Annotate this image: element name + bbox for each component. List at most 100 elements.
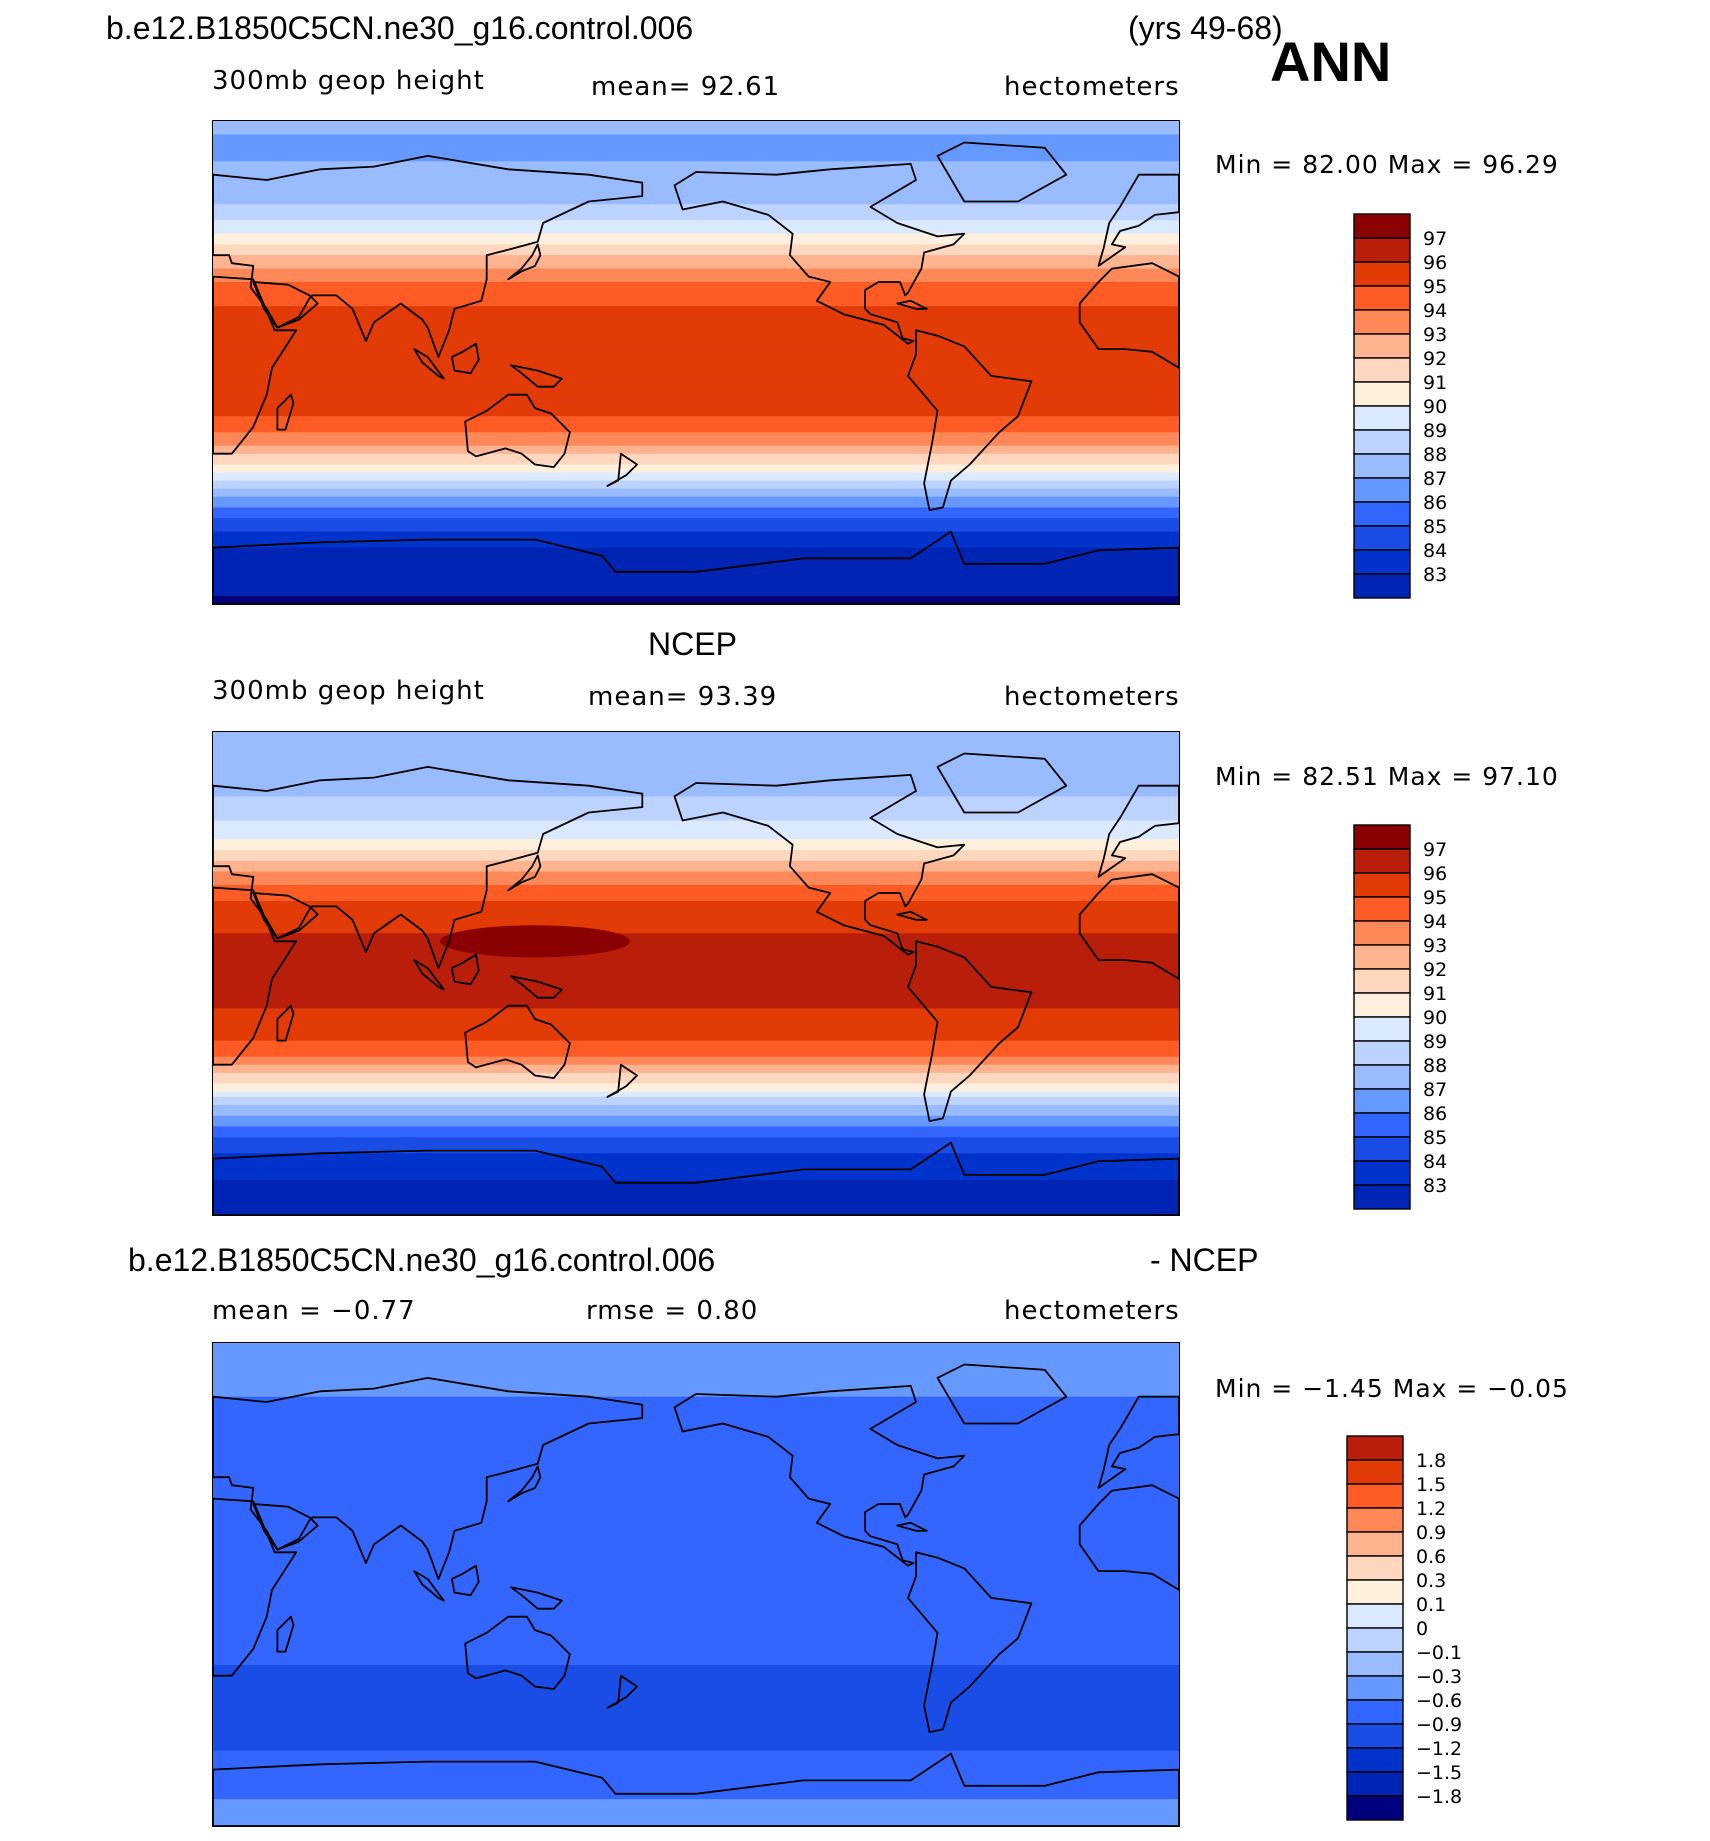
band--4 <box>213 1595 1179 1599</box>
band-50 <box>213 839 1179 843</box>
band-82 <box>213 142 1179 146</box>
band--53 <box>213 1115 1179 1119</box>
band--65 <box>213 1758 1179 1763</box>
band--75 <box>213 563 1179 568</box>
band--56 <box>213 1123 1179 1128</box>
band--83 <box>213 1807 1179 1811</box>
band--82 <box>213 1193 1179 1197</box>
band-42 <box>213 249 1179 254</box>
panel2-left-label: 300mb geop height <box>212 676 485 706</box>
band--25 <box>213 1040 1179 1044</box>
band--37 <box>213 1683 1179 1688</box>
band--69 <box>213 547 1179 551</box>
coastline-nz <box>606 452 638 487</box>
band--80 <box>213 1188 1179 1192</box>
band-74 <box>213 1385 1179 1390</box>
band--83 <box>213 1196 1179 1200</box>
band--31 <box>213 1667 1179 1671</box>
band-58 <box>213 206 1179 211</box>
band-54 <box>213 217 1179 221</box>
band--2 <box>213 978 1179 983</box>
band-36 <box>213 1487 1179 1492</box>
band-67 <box>213 182 1179 186</box>
coastline-nz <box>606 1674 638 1709</box>
band-36 <box>213 265 1179 270</box>
colorbar-tick-label: −1.5 <box>1416 1762 1462 1784</box>
band-21 <box>213 306 1179 310</box>
coastline-europe-wrap <box>1097 784 1179 878</box>
coastline-northamerica <box>673 774 966 956</box>
panel2-units-label: hectometers <box>1004 682 1180 712</box>
band-6 <box>213 957 1179 961</box>
band-1 <box>213 359 1179 364</box>
band-14 <box>213 935 1179 940</box>
band--68 <box>213 1155 1179 1160</box>
colorbar-tick-label: 96 <box>1423 252 1447 274</box>
band-46 <box>213 1461 1179 1465</box>
band--36 <box>213 459 1179 463</box>
colorbar-swatch <box>1353 573 1411 599</box>
panel2-minmax: Min = 82.51 Max = 97.10 <box>1215 762 1559 791</box>
band-64 <box>213 1412 1179 1417</box>
band-47 <box>213 847 1179 851</box>
band-72 <box>213 1391 1179 1395</box>
band-21 <box>213 917 1179 921</box>
panel3-map <box>212 1342 1180 1827</box>
band-13 <box>213 1549 1179 1553</box>
band-35 <box>213 1490 1179 1494</box>
band--77 <box>213 1180 1179 1184</box>
colorbar-tick-label: 1.5 <box>1416 1474 1446 1496</box>
band-48 <box>213 1455 1179 1459</box>
coastline-arabia <box>252 892 319 940</box>
band--76 <box>213 1788 1179 1792</box>
band-64 <box>213 190 1179 195</box>
band--43 <box>213 1088 1179 1093</box>
warm-pool <box>440 925 630 958</box>
band-86 <box>213 742 1179 747</box>
band--46 <box>213 1096 1179 1101</box>
band-70 <box>213 174 1179 178</box>
band--49 <box>213 1715 1179 1720</box>
band--51 <box>213 499 1179 503</box>
band--16 <box>213 405 1179 409</box>
band-2 <box>213 1579 1179 1583</box>
band-26 <box>213 1514 1179 1519</box>
band--22 <box>213 1643 1179 1647</box>
band-31 <box>213 1501 1179 1505</box>
band--8 <box>213 994 1179 999</box>
band--37 <box>213 461 1179 466</box>
band-38 <box>213 871 1179 875</box>
band-24 <box>213 298 1179 302</box>
band-25 <box>213 906 1179 910</box>
band--25 <box>213 1651 1179 1655</box>
band-74 <box>213 163 1179 168</box>
band-12 <box>213 941 1179 945</box>
band-56 <box>213 823 1179 827</box>
coastline-europe-wrap <box>1097 1395 1179 1489</box>
band--36 <box>213 1070 1179 1074</box>
colorbar-swatch <box>1346 1579 1404 1605</box>
colorbar-swatch <box>1353 525 1411 551</box>
colorbar-swatch <box>1353 896 1411 922</box>
band--59 <box>213 1742 1179 1747</box>
band-27 <box>213 1512 1179 1516</box>
band--67 <box>213 542 1179 546</box>
band--54 <box>213 1729 1179 1733</box>
band-71 <box>213 782 1179 787</box>
band--1 <box>213 976 1179 980</box>
band-19 <box>213 922 1179 926</box>
colorbar-tick-label: 91 <box>1423 372 1447 394</box>
continent-outlines <box>213 752 1179 1215</box>
coastline-borneo <box>450 1564 480 1597</box>
band--27 <box>213 434 1179 439</box>
panel3-mean-label: mean = −0.77 <box>212 1296 416 1326</box>
colorbar-swatch <box>1353 309 1411 335</box>
band--79 <box>213 1796 1179 1800</box>
band--63 <box>213 1142 1179 1146</box>
band-10 <box>213 1557 1179 1561</box>
band--89 <box>213 1212 1179 1215</box>
band--44 <box>213 480 1179 484</box>
band--35 <box>213 1678 1179 1682</box>
band-9 <box>213 949 1179 953</box>
band--16 <box>213 1016 1179 1020</box>
